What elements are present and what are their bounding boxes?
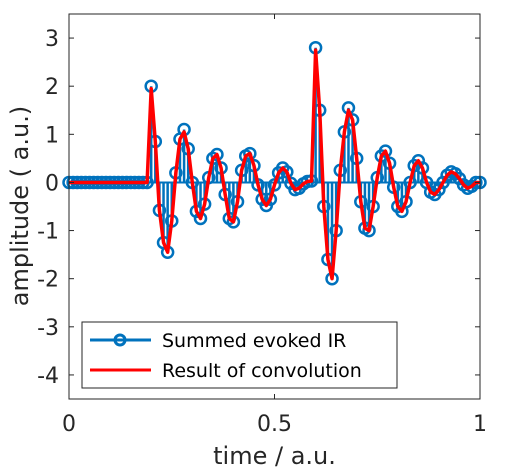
y-axis-label: amplitude ( a.u.) — [6, 106, 34, 306]
y-tick-label: 1 — [45, 123, 59, 148]
legend-label-result-of-convolution: Result of convolution — [162, 360, 362, 382]
stem-marker — [469, 175, 483, 190]
legend: Summed evoked IR Result of convolution — [81, 321, 398, 389]
legend-box — [81, 321, 398, 389]
series-result-of-convolution-line — [69, 48, 480, 281]
legend-label-summed-evoked-ir: Summed evoked IR — [162, 330, 346, 352]
y-tick-label: -3 — [37, 316, 59, 341]
y-tick-label: -2 — [37, 268, 59, 293]
x-tick-label: 0 — [62, 412, 76, 437]
ticks: 0 0.5 1 3 2 1 0 -1 -2 -3 -4 — [37, 14, 487, 437]
x-tick-label: 1 — [473, 412, 487, 437]
x-tick-label: 0.5 — [257, 412, 292, 437]
y-tick-label: 0 — [45, 171, 59, 196]
y-tick-label: 2 — [45, 75, 59, 100]
stem-marker — [378, 144, 393, 158]
legend-marker-summed-evoked-ir — [113, 333, 127, 347]
stem-marker — [243, 146, 257, 161]
y-tick-label: 3 — [45, 27, 59, 52]
y-tick-label: -4 — [37, 364, 59, 389]
x-axis-label: time / a.u. — [213, 442, 336, 470]
y-tick-label: -1 — [37, 220, 59, 245]
data-layer — [62, 40, 487, 286]
